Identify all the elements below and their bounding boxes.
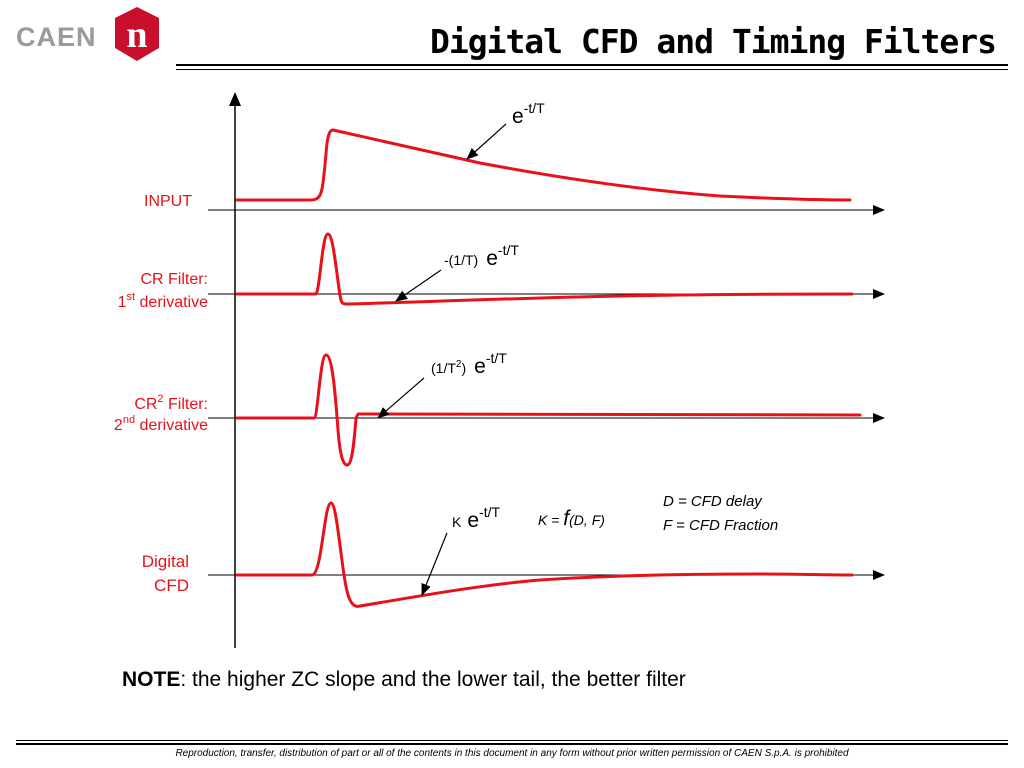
vertical-axis-arrowhead bbox=[229, 92, 241, 106]
k-definition: K = f(D, F) bbox=[538, 507, 605, 530]
footer-rule bbox=[16, 740, 1008, 741]
cr1-pointer-arrow bbox=[395, 269, 442, 302]
footer-disclaimer: Reproduction, transfer, distribution of … bbox=[175, 748, 849, 759]
logo-badge-letter: n bbox=[126, 14, 147, 56]
digital-cfd-signal bbox=[235, 501, 854, 608]
d-definition: D = CFD delay bbox=[663, 493, 763, 510]
slide-title: Digital CFD and Timing Filters bbox=[429, 22, 997, 61]
cr1-derivative-label: 1st derivative bbox=[118, 291, 208, 311]
cfd-pointer-arrow bbox=[421, 532, 448, 596]
cr2-filter-label: CR2 Filter: bbox=[134, 393, 208, 413]
caen-logo: CAEN n bbox=[14, 6, 164, 62]
input-equation: e-t/T bbox=[512, 100, 545, 128]
cr2-filter-signal bbox=[235, 353, 862, 467]
input-signal bbox=[235, 128, 852, 202]
note-bold: NOTE bbox=[122, 668, 181, 691]
footer-rule-thick bbox=[16, 743, 1008, 745]
cr2-equation: (1/T2) e-t/T bbox=[431, 350, 507, 378]
f-definition: F = CFD Fraction bbox=[663, 517, 778, 534]
cr2-derivative-label: 2nd derivative bbox=[114, 414, 208, 434]
input-label: INPUT bbox=[144, 193, 192, 210]
title-rule-thin bbox=[176, 69, 1008, 70]
cr1-equation: -(1/T) e-t/T bbox=[444, 242, 519, 270]
cfd-label: CFD bbox=[154, 576, 189, 595]
note-text: NOTE: the higher ZC slope and the lower … bbox=[122, 668, 686, 692]
cr2-pointer-arrow bbox=[377, 377, 425, 419]
input-pointer-arrow bbox=[466, 123, 507, 160]
cr1-filter-signal bbox=[235, 232, 854, 306]
note-body: : the higher ZC slope and the lower tail… bbox=[180, 668, 686, 691]
title-rule bbox=[176, 64, 1008, 66]
digital-label: Digital bbox=[142, 552, 189, 571]
logo-badge-icon: n bbox=[115, 7, 159, 61]
cr1-filter-label: CR Filter: bbox=[140, 271, 208, 288]
logo-text: CAEN bbox=[16, 22, 97, 52]
